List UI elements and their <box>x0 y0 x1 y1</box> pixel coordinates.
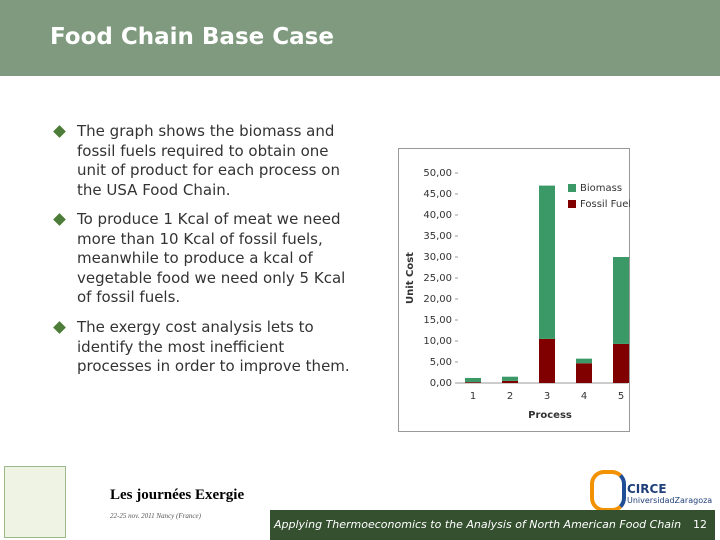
bullet: To produce 1 Kcal of meat we need more t… <box>53 210 352 308</box>
y-tick-label: 50,00 <box>423 168 452 179</box>
x-tick-label: 3 <box>544 391 550 402</box>
bar-segment <box>465 382 481 383</box>
bullet: The graph shows the biomass and fossil f… <box>53 122 352 200</box>
y-tick-label: 20,00 <box>423 294 452 305</box>
bar-segment <box>502 376 518 381</box>
header: Food Chain Base Case <box>0 0 720 76</box>
y-tick-label: 15,00 <box>423 315 452 326</box>
university: UniversidadZaragoza <box>627 496 713 505</box>
event-dates: 22-25 nov. 2011 Nancy (France) <box>110 512 201 520</box>
event-logo <box>4 466 66 538</box>
bar-segment <box>576 363 592 383</box>
y-tick-label: 0,00 <box>430 378 452 389</box>
x-axis-label: Process <box>528 410 572 421</box>
bar-segment <box>576 358 592 364</box>
page-number: 12 <box>693 518 707 531</box>
y-tick-label: 45,00 <box>423 189 452 200</box>
running-title: Applying Thermoeconomics to the Analysis… <box>274 518 682 531</box>
legend-swatch <box>568 184 576 192</box>
footer-bar: Applying Thermoeconomics to the Analysis… <box>270 510 715 540</box>
y-tick-label: 5,00 <box>430 357 452 368</box>
bar-segment <box>539 185 555 339</box>
chart: Unit Cost Process 0,00 5,00 10,00 15,00 20,0… <box>398 148 630 432</box>
bullet-text: The graph shows the biomass and fossil f… <box>77 122 340 199</box>
circe-logo-mark <box>590 470 626 512</box>
bar-segment <box>613 343 629 383</box>
legend-label: Fossil Fuels <box>580 199 630 210</box>
legend-label: Biomass <box>580 183 622 194</box>
event-name: Les journées Exergie <box>110 487 245 503</box>
legend-swatch <box>568 200 576 208</box>
y-tick-label: 35,00 <box>423 231 452 242</box>
bar-segment <box>539 338 555 383</box>
bullet-text: To produce 1 Kcal of meat we need more t… <box>77 210 346 306</box>
x-tick-label: 4 <box>581 391 587 402</box>
y-axis-label: Unit Cost <box>405 252 416 304</box>
title: Food Chain Base Case <box>50 24 334 50</box>
bullet-text: The exergy cost analysis lets to identif… <box>77 318 350 375</box>
x-tick-label: 5 <box>618 391 624 402</box>
x-tick-label: 1 <box>470 391 476 402</box>
chart-frame <box>398 148 630 432</box>
y-tick-label: 25,00 <box>423 273 452 284</box>
bar-segment <box>613 257 629 344</box>
y-tick-label: 10,00 <box>423 336 452 347</box>
bar-segment <box>502 380 518 383</box>
bullet: The exergy cost analysis lets to identif… <box>53 318 352 377</box>
x-tick-label: 2 <box>507 391 513 402</box>
y-tick-label: 30,00 <box>423 252 452 263</box>
bar-segment <box>465 377 481 383</box>
circe-logo: CIRCE <box>627 482 667 496</box>
y-tick-label: 40,00 <box>423 210 452 221</box>
